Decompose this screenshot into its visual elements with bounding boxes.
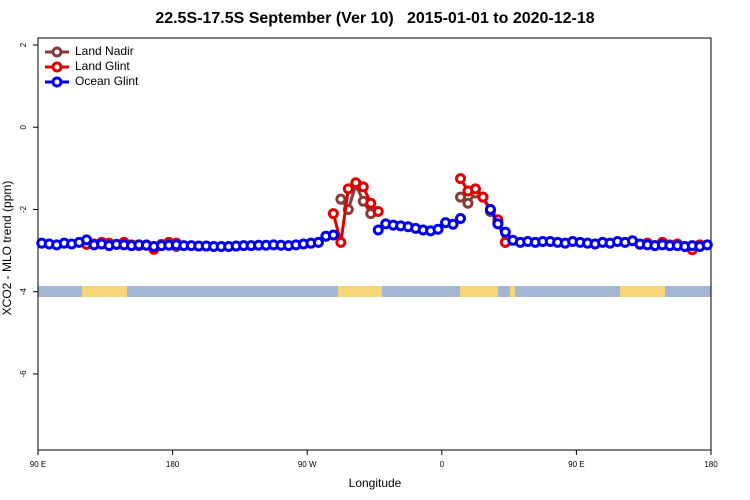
- y-axis-label: XCO2 - MLO trend (ppm): [0, 181, 14, 316]
- land-patch: [338, 286, 382, 297]
- data-point: [447, 218, 459, 230]
- legend-label: Ocean Glint: [75, 74, 139, 88]
- data-point: [469, 183, 481, 195]
- data-point: [335, 236, 347, 248]
- data-point: [357, 181, 369, 193]
- legend-marker: [51, 46, 63, 58]
- land-patch: [82, 286, 127, 297]
- series: [36, 203, 713, 252]
- data-point: [335, 193, 347, 205]
- y-tick-label: -2: [19, 205, 28, 213]
- x-tick-label: 180: [166, 460, 180, 469]
- data-point: [327, 208, 339, 220]
- data-point: [81, 234, 93, 246]
- x-tick-label: 90 E: [568, 460, 584, 469]
- x-axis-label: Longitude: [349, 476, 402, 490]
- land-patch: [460, 286, 498, 297]
- data-point: [432, 223, 444, 235]
- y-tick-label: -4: [19, 288, 28, 296]
- x-tick-label: 180: [704, 460, 718, 469]
- y-tick-label: 0: [19, 124, 28, 129]
- legend-label: Land Nadir: [75, 44, 134, 58]
- chart-title: 22.5S-17.5S September (Ver 10) 2015-01-0…: [155, 10, 594, 27]
- data-point: [477, 191, 489, 203]
- land-mask: [38, 286, 711, 297]
- data-point: [454, 173, 466, 185]
- x-tick-label: 90 E: [30, 460, 46, 469]
- legend-marker: [51, 61, 63, 73]
- data-point: [454, 213, 466, 225]
- data-point: [327, 229, 339, 241]
- y-tick-label: 2: [19, 42, 28, 47]
- data-point: [454, 191, 466, 203]
- data-point: [372, 206, 384, 218]
- land-patch: [620, 286, 665, 297]
- land-patch: [510, 286, 515, 297]
- x-tick-label: 0: [440, 460, 445, 469]
- data-point: [701, 239, 713, 251]
- data-point: [484, 203, 496, 215]
- legend-marker: [51, 76, 63, 88]
- data-point: [492, 218, 504, 230]
- data-point: [342, 183, 354, 195]
- data-point: [462, 197, 474, 209]
- data-point: [372, 224, 384, 236]
- x-tick-label: 90 W: [298, 460, 317, 469]
- legend-label: Land Glint: [75, 59, 130, 73]
- data-point: [365, 197, 377, 209]
- data-point: [312, 236, 324, 248]
- y-tick-label: -6: [19, 370, 28, 378]
- data-point: [499, 226, 511, 238]
